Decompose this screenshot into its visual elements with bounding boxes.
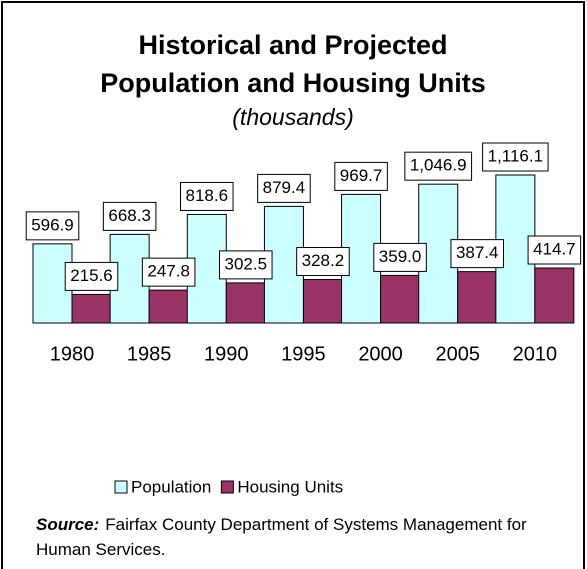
data-label: 359.0 [379, 247, 422, 266]
source-label: Source: [36, 515, 100, 534]
label-box [102, 201, 157, 231]
x-tick-label: 1985 [127, 343, 172, 365]
data-label: 1,046.9 [410, 156, 467, 175]
data-label: 969.7 [340, 166, 383, 185]
data-label: 879.4 [263, 178, 306, 197]
chart-title: Historical and Projected [138, 30, 447, 60]
x-tick-label: 1980 [50, 343, 95, 365]
bar [457, 271, 498, 324]
label-box [527, 235, 582, 265]
data-label: 328.2 [302, 251, 345, 270]
source-text: Fairfax County Department of Systems Man… [36, 515, 527, 559]
legend-swatch [220, 480, 234, 494]
data-label: 596.9 [31, 215, 74, 234]
x-tick-label: 1990 [204, 343, 249, 365]
data-label: 302.5 [225, 254, 268, 273]
data-label: 387.4 [456, 243, 499, 262]
data-label: 818.6 [186, 186, 229, 205]
x-tick-label: 2010 [513, 343, 558, 365]
label-box [141, 257, 196, 287]
bar [71, 293, 112, 324]
bar [380, 274, 421, 324]
x-tick-label: 2000 [358, 343, 403, 365]
label-box [482, 142, 549, 172]
legend-swatch [114, 480, 128, 494]
label-box [257, 173, 311, 203]
x-tick-label: 2005 [435, 343, 480, 365]
label-box [296, 246, 350, 276]
label-box [404, 151, 473, 181]
label-box [219, 250, 273, 280]
label-box [450, 239, 504, 269]
legend-label: Housing Units [237, 477, 343, 496]
bar [534, 267, 575, 324]
source-note: Source: Fairfax County Department of Syst… [36, 512, 556, 562]
data-label: 215.6 [70, 266, 113, 285]
chart-subtitle: (thousands) [232, 104, 353, 130]
label-box [25, 211, 80, 241]
bar [225, 282, 266, 324]
label-box [334, 161, 388, 191]
data-label: 1,116.1 [488, 146, 543, 165]
data-label: 668.3 [108, 206, 151, 225]
x-tick-label: 1995 [281, 343, 326, 365]
label-box [373, 242, 427, 272]
bar [302, 278, 343, 324]
data-label: 414.7 [533, 239, 576, 258]
label-box [64, 261, 119, 291]
label-box [180, 181, 234, 211]
chart-title: Population and Housing Units [100, 68, 485, 98]
bar [148, 289, 189, 324]
data-label: 247.8 [147, 262, 190, 281]
legend-label: Population [131, 477, 211, 496]
